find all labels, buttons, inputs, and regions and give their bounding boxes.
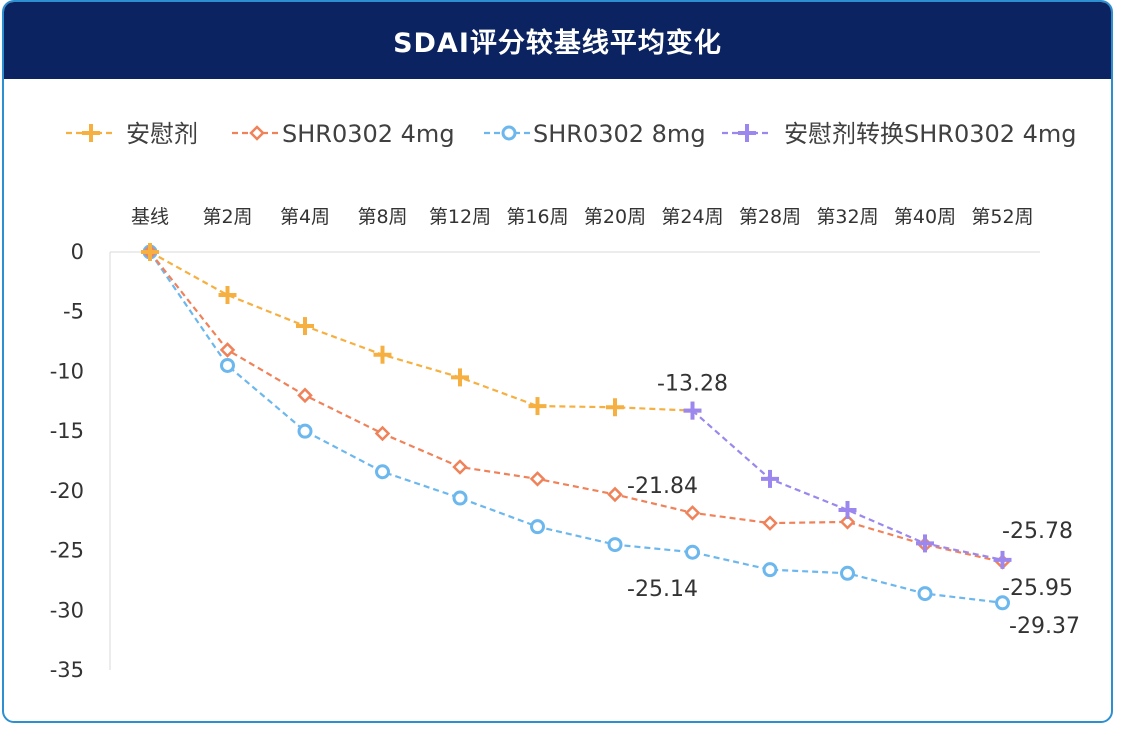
x-tick-label: 第12周 xyxy=(429,206,491,228)
y-tick-label: -10 xyxy=(50,359,84,383)
legend-label: SHR0302 8mg xyxy=(533,120,706,148)
x-tick-label: 第20周 xyxy=(584,206,646,228)
chart-card: SDAI评分较基线平均变化 0 -5 -10 -15 -20 -25 -30 -35 基线 第2周… xyxy=(2,0,1113,723)
legend-marker xyxy=(501,125,517,141)
data-point xyxy=(297,423,313,439)
y-tick-label: -35 xyxy=(50,658,84,682)
data-point xyxy=(839,514,856,530)
data-point xyxy=(529,471,546,487)
legend-label: SHR0302 4mg xyxy=(282,120,455,148)
y-tick-label: -20 xyxy=(50,479,84,503)
legend-marker xyxy=(738,124,756,142)
data-point xyxy=(607,486,623,503)
data-point xyxy=(218,285,237,304)
data-point xyxy=(761,469,779,488)
data-point xyxy=(141,243,159,261)
x-tick-label: 第40周 xyxy=(894,206,956,228)
y-tick-label: 0 xyxy=(71,240,84,264)
data-point xyxy=(296,317,314,336)
x-tick-label: 第4周 xyxy=(280,206,330,228)
data-point xyxy=(762,562,778,578)
y-tick-label: -5 xyxy=(63,300,84,324)
data-label: -21.84 xyxy=(627,474,698,499)
x-tick-label: 第52周 xyxy=(971,206,1033,228)
legend-marker xyxy=(249,125,265,141)
data-point xyxy=(297,387,313,404)
x-tick-label: 第28周 xyxy=(739,206,801,228)
data-point xyxy=(452,459,468,475)
data-point xyxy=(373,345,392,364)
data-point xyxy=(451,368,469,387)
legend-label: 安慰剂转换SHR0302 4mg xyxy=(784,120,1077,148)
series-line xyxy=(149,251,693,412)
data-point xyxy=(916,534,934,553)
data-label: -13.28 xyxy=(657,372,728,397)
data-point xyxy=(606,398,624,417)
data-label: -25.14 xyxy=(627,577,698,602)
data-label: -25.95 xyxy=(1002,576,1073,601)
series-line xyxy=(149,251,1003,604)
data-point xyxy=(995,595,1010,611)
data-point xyxy=(375,464,390,480)
data-point xyxy=(685,544,700,560)
data-point xyxy=(528,397,547,416)
y-tick-label: -30 xyxy=(50,598,84,622)
data-point xyxy=(374,425,391,442)
x-tick-label: 第16周 xyxy=(506,206,568,228)
data-point xyxy=(530,519,545,535)
y-tick-label: -25 xyxy=(50,539,84,563)
series-line xyxy=(149,251,1003,563)
x-tick-label: 第24周 xyxy=(661,206,723,228)
data-point xyxy=(838,500,857,519)
data-label: -29.37 xyxy=(1009,614,1080,639)
x-tick-label: 第32周 xyxy=(816,206,878,228)
data-point xyxy=(683,401,702,420)
chart-svg: 0 -5 -10 -15 -20 -25 -30 -35 基线 第2周 第4周 第8周 第12周 第16周… xyxy=(50,120,1080,682)
chart-title: SDAI评分较基线平均变化 xyxy=(4,2,1111,79)
series-line xyxy=(691,409,1003,561)
y-tick-label: -15 xyxy=(50,419,84,443)
data-point xyxy=(762,515,778,531)
legend-label: 安慰剂 xyxy=(126,120,198,148)
data-point xyxy=(917,586,933,602)
data-point xyxy=(684,505,701,521)
data-point xyxy=(993,550,1012,569)
x-tick-label: 第8周 xyxy=(357,206,407,228)
data-point xyxy=(840,565,855,581)
data-point xyxy=(219,342,236,358)
x-tick-label: 第2周 xyxy=(202,206,252,228)
data-point xyxy=(220,357,235,373)
data-point xyxy=(607,537,623,553)
data-label: -25.78 xyxy=(1002,519,1073,544)
legend-marker xyxy=(82,124,100,142)
data-point xyxy=(452,490,468,506)
x-tick-label: 基线 xyxy=(131,206,169,228)
